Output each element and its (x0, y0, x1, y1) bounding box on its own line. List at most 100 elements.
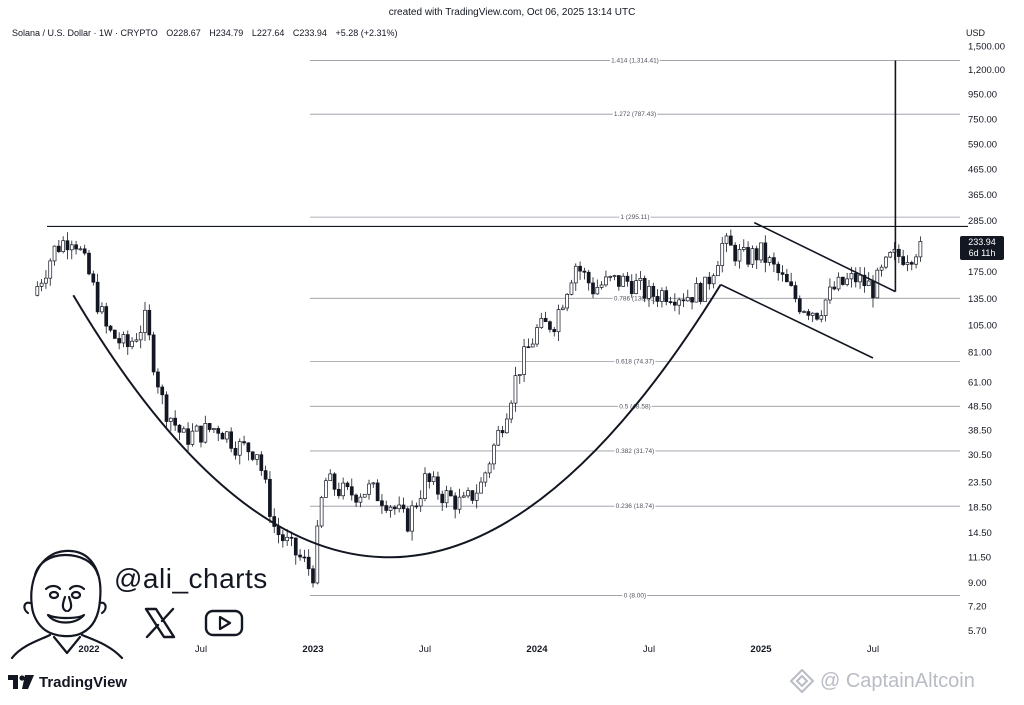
candle-up (461, 495, 466, 498)
candles (35, 229, 923, 588)
candle-down (772, 257, 776, 265)
candle-up (905, 262, 910, 265)
candle-down (672, 301, 677, 306)
candle-down (763, 242, 768, 263)
candle-up (371, 482, 376, 485)
author-handle: @ali_charts (114, 563, 268, 594)
candle-up (100, 306, 104, 313)
candle-up (444, 490, 449, 504)
candle-up (504, 418, 509, 434)
ohlc-close: C233.94 (292, 28, 327, 38)
candle-down (642, 277, 647, 299)
candle-up (530, 343, 535, 348)
candle-down (87, 252, 91, 275)
candle-up (767, 257, 772, 263)
y-tick-label: 81.00 (968, 348, 992, 359)
candle-down (332, 473, 337, 490)
candle-down (289, 536, 294, 539)
y-tick-label: 1,200.00 (968, 65, 1005, 76)
captainaltcoin-wordmark: CaptainAltcoin (845, 669, 975, 692)
fib-label: 0.382 (31.74) (616, 448, 655, 455)
fib-label: 1.272 (787.43) (614, 111, 656, 118)
candle-down (177, 424, 182, 433)
x-tick-label: Jul (867, 644, 879, 655)
pattern-drawings (47, 60, 968, 559)
candle-up (810, 312, 815, 316)
candle-down (384, 505, 389, 511)
candle-down (909, 262, 914, 265)
youtube-icon (204, 609, 244, 637)
candle-down (548, 321, 552, 330)
y-tick-label: 30.50 (968, 450, 992, 461)
candle-up (237, 441, 242, 456)
candle-up (181, 428, 186, 433)
x-tick-label: 2024 (526, 644, 548, 655)
candle-down (280, 534, 285, 542)
candle-down (453, 495, 458, 510)
candle-up (487, 463, 492, 474)
fib-label: 0 (8.00) (624, 592, 646, 599)
candle-down (526, 346, 531, 349)
y-tick-label: 38.50 (968, 426, 992, 437)
candle-down (440, 493, 445, 504)
candle-down (306, 556, 311, 570)
x-tick-label: Jul (195, 644, 207, 655)
candle-down (242, 441, 246, 444)
candle-down (250, 451, 255, 460)
fib-label: 0.786 (136.05) (614, 295, 656, 302)
candle-down (216, 428, 221, 434)
candle-up (560, 307, 565, 310)
candle-down (690, 297, 694, 303)
y-tick-label: 1,500.00 (968, 42, 1005, 53)
candle-up (539, 317, 544, 328)
candle-up (819, 315, 824, 320)
at-symbol-icon: @ (820, 669, 846, 692)
candle-up (492, 444, 496, 465)
candle-up (134, 339, 139, 342)
candle-down (784, 274, 789, 283)
candle-up (61, 240, 66, 252)
candle-down (625, 275, 630, 282)
y-tick-label: 105.00 (968, 320, 997, 331)
y-tick-label: 14.50 (968, 528, 992, 539)
ohlc-low: L227.64 (251, 28, 285, 38)
candle-down (56, 245, 61, 252)
candle-up (194, 425, 199, 432)
candle-down (448, 490, 453, 497)
y-tick-label: 590.00 (968, 139, 997, 150)
candle-down (733, 244, 738, 262)
candle-up (431, 476, 436, 483)
candle-down (125, 334, 130, 348)
candle-up (858, 274, 862, 283)
y-tick-label: 365.00 (968, 190, 997, 201)
candle-up (341, 482, 346, 497)
candle-up (716, 265, 720, 277)
tradingview-logo[interactable]: TradingView (8, 672, 127, 692)
candle-up (836, 276, 841, 290)
candle-down (82, 248, 87, 254)
candle-down (276, 526, 281, 536)
bar-countdown: 6d 11h (968, 248, 996, 258)
candle-up (509, 402, 514, 420)
candle-down (896, 248, 901, 257)
candle-down (655, 296, 660, 302)
candle-up (741, 247, 746, 250)
candle-down (186, 428, 190, 445)
candle-down (302, 556, 307, 559)
candle-up (720, 243, 725, 266)
ohlc-open: O228.67 (166, 28, 201, 38)
candle-up (39, 282, 44, 287)
price-axis[interactable]: 1,500.00 1,200.00 950.00 750.00 590.00 465.00… (968, 42, 1005, 637)
candle-up (388, 506, 393, 511)
candle-up (914, 256, 918, 265)
symbol-name: Solana / U.S. Dollar · 1W · CRYPTO (12, 28, 158, 38)
candle-up (138, 332, 143, 341)
candle-up (479, 481, 483, 494)
candle-down (401, 504, 406, 510)
candle-down (268, 478, 272, 517)
candle-down (380, 500, 384, 506)
time-axis[interactable]: 2022 Jul 2023 Jul 2024 Jul 2025 Jul (78, 644, 879, 655)
candle-down (246, 442, 251, 453)
candle-up (685, 297, 690, 302)
